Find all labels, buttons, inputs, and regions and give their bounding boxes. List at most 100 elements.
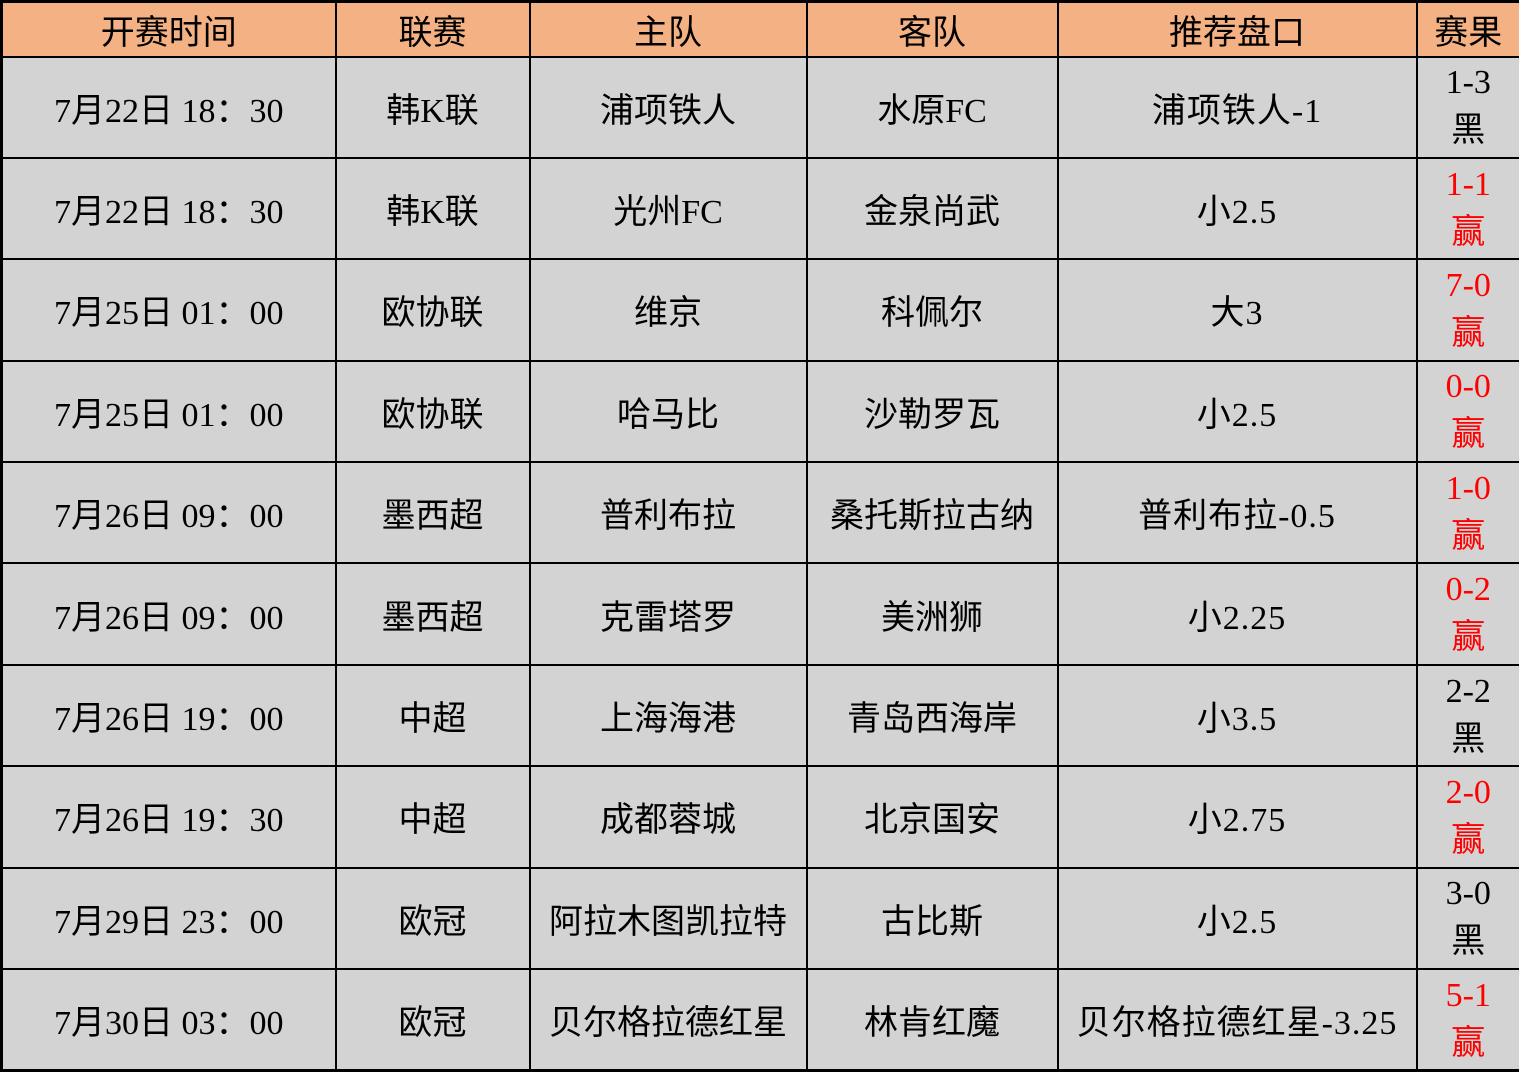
match-result: 1-0 赢 (1415, 461, 1519, 565)
match-time: 7月25日 01：00 (0, 258, 337, 362)
col-header-home-team: 主队 (528, 0, 808, 58)
match-league: 墨西超 (334, 562, 531, 666)
result-score: 2-0 (1445, 773, 1491, 811)
match-home-team: 阿拉木图凯拉特 (528, 866, 808, 971)
match-league: 韩K联 (334, 55, 531, 159)
match-away-team: 金泉尚武 (805, 156, 1059, 261)
match-time: 7月25日 01：00 (0, 359, 337, 464)
match-handicap: 小2.5 (1056, 866, 1418, 971)
result-score: 0-0 (1445, 368, 1491, 406)
result-score: 1-3 (1445, 64, 1491, 102)
match-result: 7-0 赢 (1415, 258, 1519, 362)
match-home-team: 克雷塔罗 (528, 562, 808, 666)
match-away-team: 沙勒罗瓦 (805, 359, 1059, 464)
match-handicap: 小2.5 (1056, 359, 1418, 464)
col-header-league: 联赛 (334, 0, 531, 58)
match-away-team: 林肯红魔 (805, 968, 1059, 1072)
match-result: 0-2 赢 (1415, 562, 1519, 666)
match-time: 7月22日 18：30 (0, 156, 337, 261)
match-time: 7月26日 09：00 (0, 562, 337, 666)
match-handicap: 小2.25 (1056, 562, 1418, 666)
table-header: 开赛时间 联赛 主队 客队 推荐盘口 赛果 (0, 0, 1519, 58)
match-league: 中超 (334, 663, 531, 768)
match-time: 7月26日 19：30 (0, 765, 337, 869)
match-home-team: 贝尔格拉德红星 (528, 968, 808, 1072)
result-outcome: 赢 (1451, 416, 1486, 454)
match-time: 7月26日 09：00 (0, 461, 337, 565)
table-row: 7月26日 09：00 墨西超 普利布拉 桑托斯拉古纳 普利布拉-0.5 1-0… (0, 461, 1519, 565)
table-row: 7月26日 19：00 中超 上海海港 青岛西海岸 小3.5 2-2 黑 (0, 663, 1519, 768)
result-score: 3-0 (1445, 875, 1491, 913)
result-outcome: 赢 (1451, 517, 1486, 555)
match-handicap: 小2.5 (1056, 156, 1418, 261)
match-result: 1-1 赢 (1415, 156, 1519, 261)
match-home-team: 浦项铁人 (528, 55, 808, 159)
col-header-time: 开赛时间 (0, 0, 337, 58)
match-home-team: 光州FC (528, 156, 808, 261)
match-handicap: 大3 (1056, 258, 1418, 362)
result-outcome: 赢 (1451, 314, 1486, 352)
match-away-team: 桑托斯拉古纳 (805, 461, 1059, 565)
table-row: 7月22日 18：30 韩K联 浦项铁人 水原FC 浦项铁人-1 1-3 黑 (0, 55, 1519, 159)
match-away-team: 科佩尔 (805, 258, 1059, 362)
match-away-team: 青岛西海岸 (805, 663, 1059, 768)
match-home-team: 哈马比 (528, 359, 808, 464)
result-score: 7-0 (1445, 266, 1491, 304)
result-outcome: 赢 (1451, 821, 1486, 859)
match-away-team: 水原FC (805, 55, 1059, 159)
match-handicap: 小3.5 (1056, 663, 1418, 768)
match-result: 0-0 赢 (1415, 359, 1519, 464)
match-league: 欧协联 (334, 359, 531, 464)
table-row: 7月29日 23：00 欧冠 阿拉木图凯拉特 古比斯 小2.5 3-0 黑 (0, 866, 1519, 971)
table-row: 7月26日 19：30 中超 成都蓉城 北京国安 小2.75 2-0 赢 (0, 765, 1519, 869)
table-row: 7月25日 01：00 欧协联 哈马比 沙勒罗瓦 小2.5 0-0 赢 (0, 359, 1519, 464)
result-score: 2-2 (1445, 672, 1491, 710)
col-header-handicap: 推荐盘口 (1056, 0, 1418, 58)
result-score: 1-1 (1445, 165, 1491, 203)
result-outcome: 赢 (1451, 1024, 1486, 1062)
match-away-team: 北京国安 (805, 765, 1059, 869)
match-result: 5-1 赢 (1415, 968, 1519, 1072)
col-header-result: 赛果 (1415, 0, 1519, 58)
header-row: 开赛时间 联赛 主队 客队 推荐盘口 赛果 (0, 0, 1519, 58)
match-away-team: 美洲狮 (805, 562, 1059, 666)
match-home-team: 维京 (528, 258, 808, 362)
result-score: 1-0 (1445, 469, 1491, 507)
table-row: 7月26日 09：00 墨西超 克雷塔罗 美洲狮 小2.25 0-2 赢 (0, 562, 1519, 666)
match-time: 7月30日 03：00 (0, 968, 337, 1072)
result-outcome: 赢 (1451, 619, 1486, 657)
match-handicap: 普利布拉-0.5 (1056, 461, 1418, 565)
table-body: 7月22日 18：30 韩K联 浦项铁人 水原FC 浦项铁人-1 1-3 黑 7… (0, 55, 1519, 1072)
match-away-team: 古比斯 (805, 866, 1059, 971)
match-league: 墨西超 (334, 461, 531, 565)
match-handicap: 浦项铁人-1 (1056, 55, 1418, 159)
match-home-team: 普利布拉 (528, 461, 808, 565)
match-time: 7月29日 23：00 (0, 866, 337, 971)
match-league: 欧协联 (334, 258, 531, 362)
table-row: 7月30日 03：00 欧冠 贝尔格拉德红星 林肯红魔 贝尔格拉德红星-3.25… (0, 968, 1519, 1072)
match-league: 欧冠 (334, 866, 531, 971)
match-league: 欧冠 (334, 968, 531, 1072)
result-outcome: 黑 (1451, 923, 1486, 961)
match-league: 韩K联 (334, 156, 531, 261)
match-handicap: 小2.75 (1056, 765, 1418, 869)
match-home-team: 上海海港 (528, 663, 808, 768)
result-score: 0-2 (1445, 571, 1491, 609)
match-home-team: 成都蓉城 (528, 765, 808, 869)
table-row: 7月25日 01：00 欧协联 维京 科佩尔 大3 7-0 赢 (0, 258, 1519, 362)
result-score: 5-1 (1445, 976, 1491, 1014)
table-row: 7月22日 18：30 韩K联 光州FC 金泉尚武 小2.5 1-1 赢 (0, 156, 1519, 261)
result-outcome: 黑 (1451, 720, 1486, 758)
col-header-away-team: 客队 (805, 0, 1059, 58)
match-league: 中超 (334, 765, 531, 869)
result-outcome: 黑 (1451, 112, 1486, 150)
match-result: 2-2 黑 (1415, 663, 1519, 768)
match-result: 2-0 赢 (1415, 765, 1519, 869)
match-time: 7月26日 19：00 (0, 663, 337, 768)
result-outcome: 赢 (1451, 213, 1486, 251)
match-result: 1-3 黑 (1415, 55, 1519, 159)
match-result: 3-0 黑 (1415, 866, 1519, 971)
match-time: 7月22日 18：30 (0, 55, 337, 159)
match-handicap: 贝尔格拉德红星-3.25 (1056, 968, 1418, 1072)
